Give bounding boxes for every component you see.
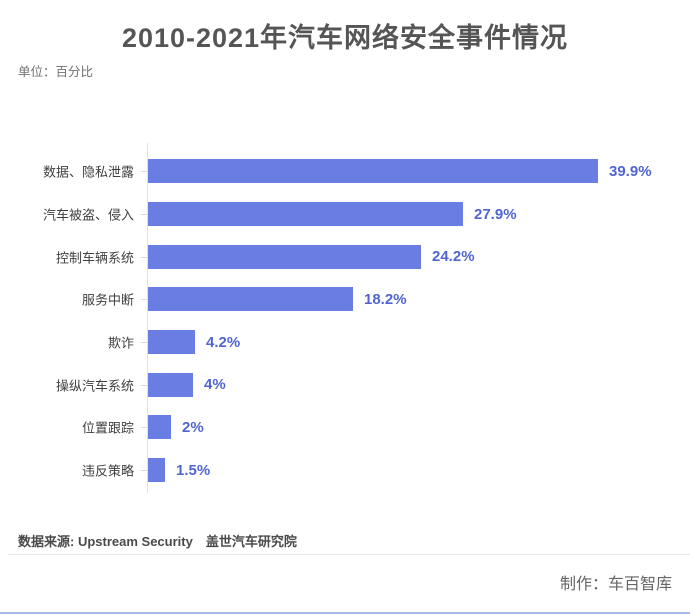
category-label: 操纵汽车系统 [55, 378, 134, 394]
category-label: 服务中断 [81, 292, 134, 308]
bar-row: 违反策略 1.5% [0, 449, 690, 492]
bar-rows: 数据、隐私泄露 39.9% 汽车被盗、侵入 27.9% 控制车辆系统 24.2% 服务中断 1… [0, 150, 690, 492]
bar [148, 372, 193, 397]
y-axis-line [147, 143, 148, 493]
category-label: 欺诈 [107, 335, 134, 351]
bar [148, 159, 598, 184]
bar-row: 服务中断 18.2% [0, 278, 690, 321]
bar-row: 操纵汽车系统 4% [0, 363, 690, 406]
value-label: 4.2% [206, 333, 241, 351]
category-label: 汽车被盗、侵入 [42, 207, 134, 223]
bottom-accent-line [0, 612, 690, 614]
axis-tick [141, 256, 147, 258]
bar-row: 位置跟踪 2% [0, 406, 690, 449]
data-source-label: 数据来源: Upstream Security 盖世汽车研究院 [18, 534, 297, 549]
bar [148, 287, 353, 312]
chart-title: 2010-2021年汽车网络安全事件情况 [121, 23, 569, 53]
category-label: 数据、隐私泄露 [42, 164, 134, 180]
bar [148, 458, 165, 483]
bar [148, 244, 421, 269]
axis-tick [141, 299, 147, 301]
credit-label: 制作：车百智库 [559, 576, 672, 593]
footer-divider [8, 554, 690, 555]
value-label: 1.5% [176, 461, 211, 479]
axis-tick [141, 171, 147, 173]
axis-tick [141, 427, 147, 429]
bar-row: 欺诈 4.2% [0, 321, 690, 364]
value-label: 4% [204, 376, 226, 394]
bar-row: 汽车被盗、侵入 27.9% [0, 193, 690, 236]
category-label: 控制车辆系统 [55, 250, 134, 266]
category-label: 违反策略 [81, 463, 134, 479]
value-label: 39.9% [609, 162, 652, 180]
axis-tick [141, 470, 147, 472]
bar-row: 控制车辆系统 24.2% [0, 235, 690, 278]
value-label: 2% [182, 418, 204, 436]
bar [148, 330, 195, 355]
value-label: 27.9% [474, 205, 517, 223]
bar-chart: 数据、隐私泄露 39.9% 汽车被盗、侵入 27.9% 控制车辆系统 24.2% 服务中断 1… [0, 143, 690, 495]
bar-row: 数据、隐私泄露 39.9% [0, 150, 690, 193]
unit-label: 单位：百分比 [18, 65, 94, 79]
axis-tick [141, 384, 147, 386]
axis-tick [141, 214, 147, 216]
category-label: 位置跟踪 [81, 420, 134, 436]
value-label: 18.2% [364, 290, 407, 308]
axis-tick [141, 342, 147, 344]
bar [148, 415, 171, 440]
value-label: 24.2% [432, 248, 475, 266]
bar [148, 202, 463, 227]
